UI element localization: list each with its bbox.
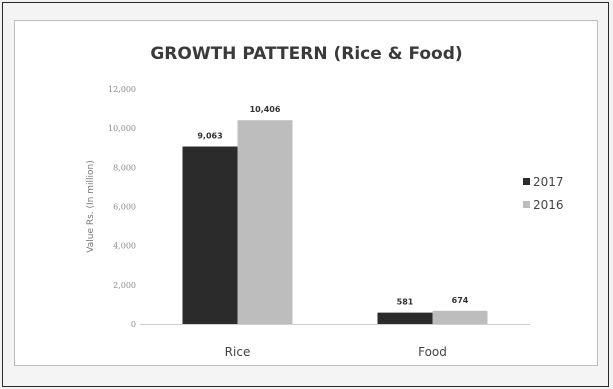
x-category-label: Rice: [225, 345, 251, 359]
data-label: 581: [397, 298, 414, 307]
bar-food-2016: [432, 310, 488, 324]
bar-food-2017: [377, 312, 433, 324]
chart-title: GROWTH PATTERN (Rice & Food): [150, 44, 463, 64]
y-tick-label: 4,000: [113, 242, 136, 251]
y-tick-label: 12,000: [108, 85, 136, 94]
y-tick-label: 0: [131, 320, 136, 329]
legend-label: 2016: [533, 198, 564, 212]
y-tick-label: 6,000: [113, 203, 136, 212]
bar-rice-2016: [237, 120, 293, 324]
y-tick-label: 2,000: [113, 281, 136, 290]
legend-label: 2017: [533, 175, 564, 189]
y-tick-label: 8,000: [113, 163, 136, 172]
data-label: 674: [452, 296, 469, 305]
chart-area: [14, 20, 598, 366]
data-label: 9,063: [197, 132, 222, 141]
legend-swatch-2016: [523, 201, 530, 208]
legend-swatch-2017: [523, 178, 530, 185]
y-tick-label: 10,000: [108, 124, 136, 133]
x-category-label: Food: [418, 345, 447, 359]
y-axis-label: Value Rs. (In million): [86, 160, 96, 252]
data-label: 10,406: [250, 105, 281, 114]
bar-rice-2017: [182, 146, 238, 324]
